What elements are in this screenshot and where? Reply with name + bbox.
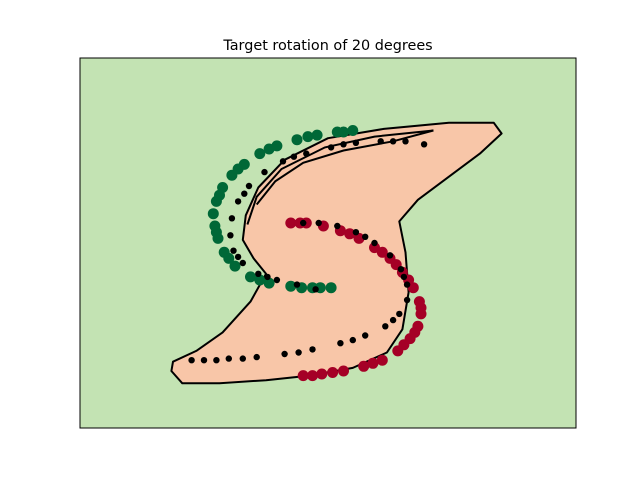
class-a-point	[325, 282, 337, 294]
predicted-point	[279, 158, 287, 165]
predicted-point	[386, 252, 394, 259]
predicted-point	[188, 357, 195, 364]
predicted-point	[362, 332, 369, 339]
predicted-point	[315, 219, 322, 227]
class-a-point	[291, 134, 303, 146]
class-b-point	[358, 360, 370, 372]
predicted-point	[352, 229, 360, 236]
inner-decision-boundary	[246, 129, 434, 225]
class-a-point	[232, 163, 244, 175]
class-b-point	[327, 367, 339, 378]
predicted-point	[337, 340, 344, 347]
predicted-point	[264, 273, 271, 281]
class-b-point	[376, 354, 388, 366]
predicted-point	[239, 355, 246, 362]
class-a-point	[245, 271, 256, 283]
predicted-point	[334, 222, 341, 230]
predicted-point	[290, 153, 298, 160]
class-a-point	[254, 274, 266, 286]
predicted-point	[245, 182, 253, 190]
class-a-point	[285, 280, 297, 292]
class-a-point	[347, 125, 359, 136]
predicted-point	[400, 273, 408, 281]
class-a-point	[214, 189, 225, 201]
predicted-point	[349, 336, 356, 344]
predicted-point	[382, 323, 389, 330]
predicted-point	[281, 350, 288, 358]
predicted-point	[420, 141, 428, 148]
predicted-point	[389, 316, 397, 324]
class-a-point	[254, 148, 266, 160]
predicted-point	[213, 357, 220, 364]
chart-title: Target rotation of 20 degrees	[222, 38, 432, 54]
class-b-point	[367, 357, 379, 369]
predicted-point	[261, 168, 268, 176]
predicted-point	[362, 233, 369, 240]
predicted-point	[327, 144, 335, 151]
class-b-point	[344, 228, 356, 240]
class-a-point	[263, 143, 275, 155]
predicted-point	[253, 353, 260, 361]
predicted-point	[309, 346, 316, 353]
class-b-point	[285, 217, 297, 229]
predicted-point	[303, 150, 310, 157]
predicted-point	[397, 266, 405, 273]
predicted-point	[300, 219, 307, 227]
predicted-point	[225, 355, 232, 362]
class-b-point	[307, 370, 318, 382]
predicted-point	[230, 247, 237, 254]
class-b-point	[316, 368, 328, 380]
class-a-point	[210, 226, 222, 238]
class-a-point	[229, 260, 241, 272]
predicted-point	[371, 239, 378, 247]
predicted-point	[295, 349, 302, 356]
predicted-point	[312, 286, 319, 293]
predicted-point	[241, 190, 248, 197]
predicted-point	[239, 259, 246, 267]
predicted-point	[403, 281, 411, 288]
class-a-point	[338, 126, 349, 138]
predicted-point	[200, 357, 208, 364]
predicted-point	[228, 215, 236, 222]
class-a-point	[207, 208, 219, 220]
predicted-point	[340, 141, 347, 148]
predicted-point	[227, 232, 234, 239]
predicted-point	[352, 139, 360, 146]
predicted-point	[255, 270, 262, 277]
predicted-point	[402, 138, 409, 145]
class-b-point	[409, 326, 421, 338]
predicted-point	[403, 296, 411, 304]
predicted-point	[273, 276, 281, 284]
class-b-point	[297, 370, 309, 382]
predicted-point	[234, 198, 242, 205]
axes-frame	[79, 57, 577, 429]
class-b-point	[415, 302, 427, 314]
predicted-point	[234, 253, 242, 261]
predicted-point	[389, 138, 397, 145]
class-b-point	[398, 339, 410, 351]
predicted-point	[396, 310, 403, 318]
class-a-point	[223, 252, 235, 264]
class-b-point	[338, 365, 349, 377]
predicted-point	[377, 138, 384, 145]
class-b-point	[353, 232, 365, 244]
plot-area	[170, 121, 503, 385]
class-b-point	[376, 246, 388, 258]
class-a-point	[263, 277, 275, 289]
class-a-point	[302, 131, 314, 143]
class-a-point	[311, 129, 323, 141]
predicted-point	[293, 281, 301, 288]
